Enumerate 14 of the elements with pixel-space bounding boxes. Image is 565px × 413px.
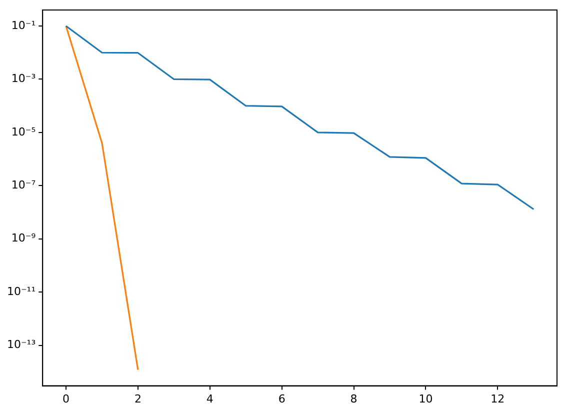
x-tick-label: 0 <box>62 392 70 406</box>
x-tick-label: 10 <box>418 392 433 406</box>
y-tick-label: 10⁻¹ <box>11 18 36 32</box>
y-tick-label: 10⁻¹¹ <box>7 284 36 298</box>
x-tick-label: 2 <box>134 392 142 406</box>
y-tick-label: 10⁻⁵ <box>11 125 36 138</box>
x-tick-label: 12 <box>490 392 505 406</box>
y-tick-label: 10⁻⁹ <box>11 232 36 245</box>
x-tick-label: 6 <box>278 392 286 406</box>
y-tick-label: 10⁻³ <box>11 72 36 86</box>
y-tick-label: 10⁻¹³ <box>7 338 36 352</box>
y-tick-label: 10⁻⁷ <box>11 178 36 192</box>
x-tick-label: 8 <box>350 392 358 406</box>
x-tick-label: 4 <box>206 392 214 406</box>
